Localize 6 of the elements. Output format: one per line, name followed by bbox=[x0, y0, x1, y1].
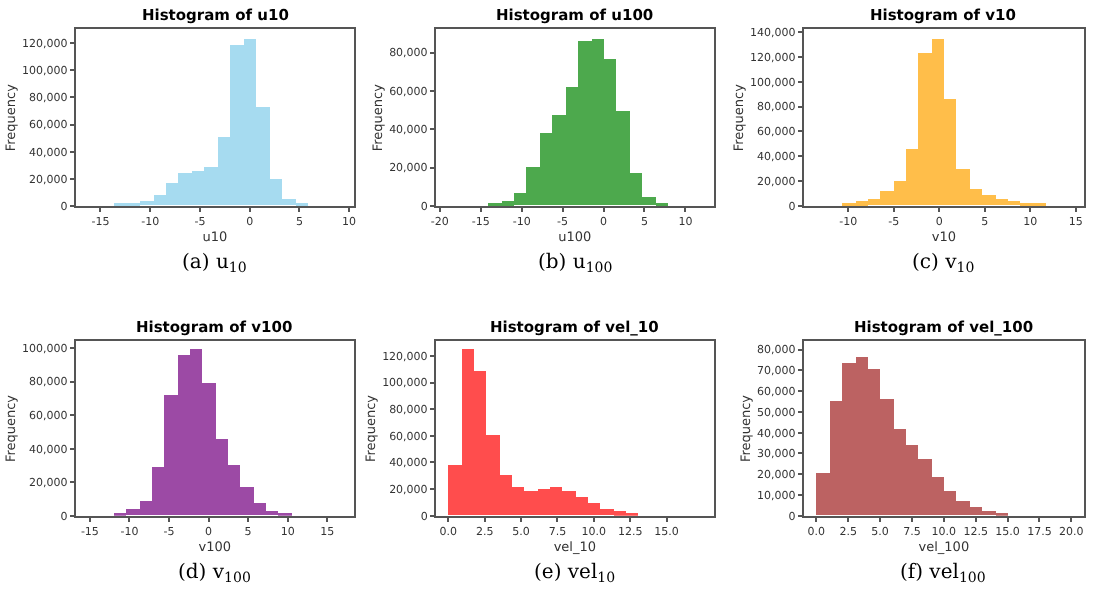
text: (c) v$_{10}$ bbox=[912, 252, 975, 277]
text: (a) u$_{10}$ bbox=[182, 252, 247, 277]
text: (d) v$_{100}$ bbox=[178, 562, 251, 587]
text: (e) vel$_{10}$ bbox=[534, 562, 616, 587]
text: (f) vel$_{100}$ bbox=[900, 562, 986, 587]
text: (b) u$_{100}$ bbox=[538, 252, 613, 277]
